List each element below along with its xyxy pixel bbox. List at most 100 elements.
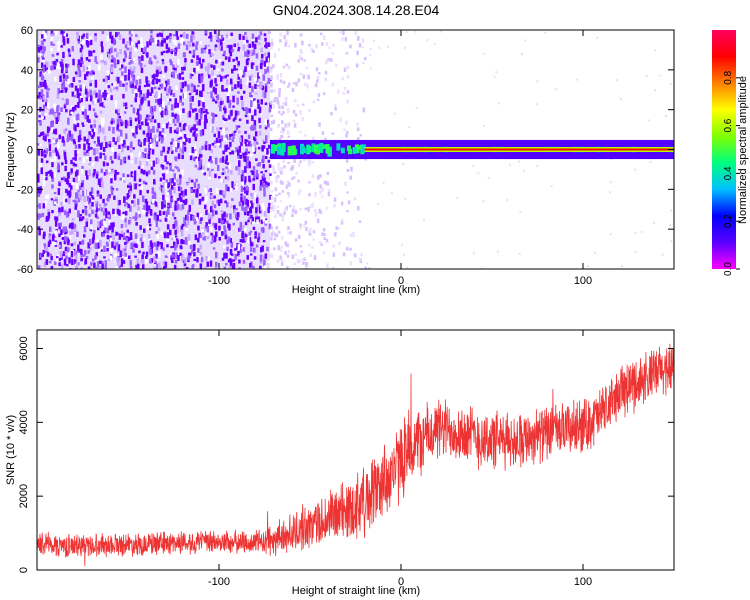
spectrogram-cell: [174, 205, 177, 211]
spectrogram-cell: [51, 54, 55, 57]
spectrogram-cell: [254, 84, 257, 89]
spectrogram-cell: [39, 253, 43, 258]
spectrogram-cell: [281, 129, 285, 134]
spectrogram-cell: [277, 47, 281, 52]
spectrogram-cell: [220, 34, 224, 39]
spectrogram-cell: [59, 75, 62, 82]
spectrogram-cell: [264, 253, 268, 259]
spectrogram-cell: [47, 211, 51, 216]
spectrogram-cell: [155, 91, 158, 99]
spectrogram-cell: [96, 171, 99, 176]
spectrogram-cell: [195, 112, 198, 120]
spectrogram-cell: [133, 244, 136, 248]
spectrogram-cell: [209, 260, 213, 267]
spectrogram-cell: [294, 98, 297, 103]
spectrogram-cell: [45, 148, 48, 154]
spectrogram-cell: [146, 92, 149, 98]
spectrogram-cell: [173, 217, 177, 220]
spectrogram-cell: [272, 64, 275, 68]
spectrogram-cell: [234, 212, 238, 219]
spectrogram-cell: [264, 68, 267, 75]
spectrogram-cell: [180, 129, 183, 132]
spectrogram-cell: [233, 65, 236, 71]
spectrogram-cell: [158, 66, 162, 72]
spectrogram-cell: [262, 139, 265, 142]
spectrogram-cell: [161, 128, 165, 133]
spectrogram-cell: [171, 198, 174, 201]
spectrogram-cell: [101, 31, 105, 35]
spectrogram-cell: [316, 76, 320, 81]
spectrogram-cell: [120, 177, 124, 182]
spectrogram-cell: [152, 79, 155, 85]
spectrogram-cell: [273, 171, 277, 174]
spectrogram-cell: [550, 185, 553, 188]
spectrogram-cell: [278, 105, 281, 109]
spectrogram-cell: [224, 159, 228, 165]
spectrogram-cell: [65, 33, 68, 37]
spectrogram-cell: [100, 41, 103, 47]
spectrogram-cell: [113, 82, 116, 86]
spectrogram-cell: [181, 154, 184, 160]
spectrogram-cell: [81, 190, 85, 197]
spectrogram-cell: [43, 244, 47, 249]
spectrogram-cell: [236, 246, 239, 250]
spectrogram-cell: [213, 204, 217, 209]
spectrogram-cell: [156, 214, 159, 221]
spectrogram-cell: [242, 90, 246, 94]
spectrogram-cell: [171, 178, 174, 184]
spectrogram-cell: [67, 237, 70, 243]
spectrogram-cell: [154, 38, 158, 45]
spectrogram-cell: [80, 53, 83, 58]
spectrogram-cell: [210, 214, 213, 218]
spectrogram-cell: [140, 155, 143, 159]
spectrogram-cell: [127, 184, 130, 188]
spectrogram-cell: [621, 265, 624, 268]
spectrogram-cell: [163, 265, 166, 269]
spectrogram-cell: [248, 108, 251, 113]
spectrogram-cell: [293, 159, 296, 162]
spectrogram-cell: [159, 84, 162, 87]
spectrogram-cell: [664, 115, 667, 118]
spectrogram-cell: [297, 179, 300, 183]
spectrogram-cell: [221, 85, 224, 92]
spectrogram-cell: [63, 33, 67, 37]
spectrogram-cell: [93, 230, 96, 234]
spectrogram-cell: [70, 133, 74, 137]
spectrogram-cell: [272, 169, 275, 173]
spectrogram-cell: [272, 165, 275, 170]
spectrogram-cell: [267, 159, 271, 163]
spectrogram-cell: [287, 131, 290, 135]
spectrogram-cell: [227, 147, 231, 150]
spectrogram-cell: [194, 164, 198, 168]
spectrogram-cell: [277, 245, 280, 251]
spectrogram-cell: [58, 134, 62, 138]
spectrogram-cell: [127, 236, 131, 242]
spectrogram-cell: [151, 115, 154, 120]
spectrogram-cell: [126, 41, 129, 44]
spectrogram-cell: [130, 104, 133, 108]
spectrogram-cell: [128, 182, 132, 186]
spectrogram-cell: [129, 66, 132, 74]
spectrogram-cell: [177, 250, 180, 256]
spectrogram-cell: [38, 228, 41, 236]
spectrogram-cell: [78, 144, 81, 149]
spectrogram-cell: [194, 189, 198, 194]
spectrogram-cell: [259, 257, 263, 264]
spectrogram-cell: [108, 225, 112, 231]
spectrogram-cell: [41, 212, 45, 217]
spectrogram-cell: [102, 105, 106, 108]
spectrogram-cell: [185, 214, 188, 220]
spectrogram-cell: [251, 41, 255, 48]
spectrogram-cell: [158, 251, 161, 258]
spectrogram-cell: [251, 178, 254, 183]
spectrogram-cell: [273, 53, 277, 58]
spectrogram-cell: [387, 45, 390, 48]
spectrogram-cell: [143, 84, 147, 88]
spectrogram-cell: [377, 202, 380, 205]
spectrogram-cell: [227, 92, 230, 97]
spectrogram-cell: [85, 255, 89, 259]
spectrogram-cell: [238, 166, 241, 174]
spectrogram-cell: [101, 59, 105, 64]
spectrogram-cell: [119, 139, 123, 143]
